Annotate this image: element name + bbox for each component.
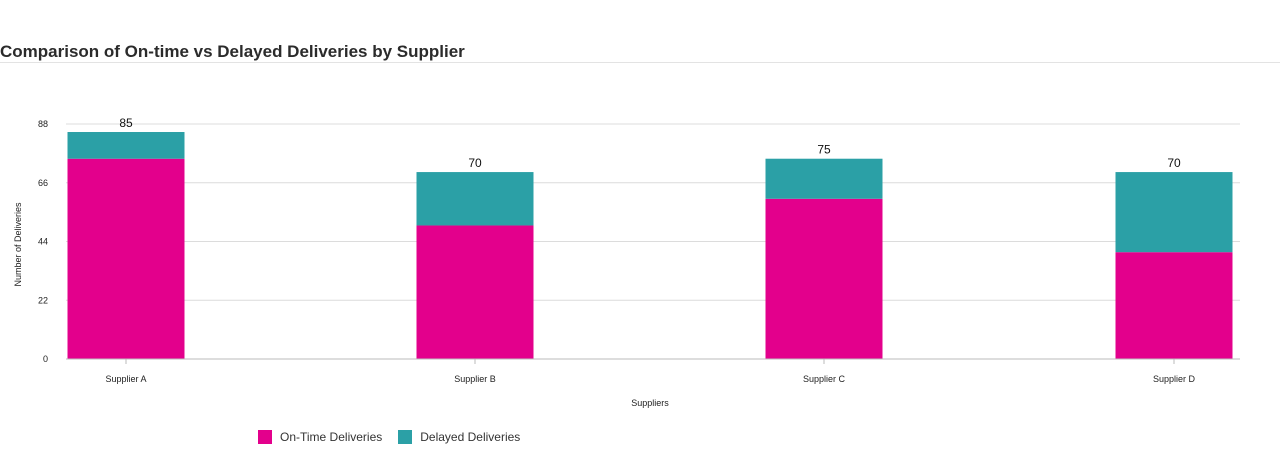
legend-item-delayed[interactable]: Delayed Deliveries bbox=[398, 430, 520, 444]
bar-delayed-supplier-c bbox=[765, 158, 883, 199]
data-label-total-supplier-c: 75 bbox=[817, 143, 831, 157]
legend-label-delayed: Delayed Deliveries bbox=[420, 430, 521, 444]
bar-on-time-supplier-d bbox=[1115, 252, 1233, 359]
x-tick-label-supplier-c: Supplier C bbox=[803, 374, 846, 384]
bar-on-time-supplier-b bbox=[416, 225, 534, 359]
data-label-total-supplier-b: 70 bbox=[468, 156, 482, 170]
x-tick-label-supplier-a: Supplier A bbox=[105, 374, 146, 384]
bar-delayed-supplier-a bbox=[67, 132, 185, 159]
y-tick-label-22: 22 bbox=[38, 295, 48, 305]
y-axis-label: Number of Deliveries bbox=[13, 202, 23, 287]
legend-swatch-on-time bbox=[258, 430, 272, 444]
legend-item-on-time[interactable]: On-Time Deliveries bbox=[258, 430, 382, 444]
y-tick-label-44: 44 bbox=[38, 237, 48, 247]
y-tick-label-66: 66 bbox=[38, 178, 48, 188]
x-tick-label-supplier-d: Supplier D bbox=[1153, 374, 1196, 384]
x-tick-label-supplier-b: Supplier B bbox=[454, 374, 496, 384]
bar-delayed-supplier-d bbox=[1115, 172, 1233, 253]
data-label-total-supplier-d: 70 bbox=[1167, 156, 1181, 170]
chart-title: Comparison of On-time vs Delayed Deliver… bbox=[0, 42, 465, 61]
data-label-total-supplier-a: 85 bbox=[119, 116, 133, 130]
y-tick-label-88: 88 bbox=[38, 119, 48, 129]
bar-on-time-supplier-c bbox=[765, 198, 883, 359]
y-tick-label-0: 0 bbox=[43, 354, 48, 364]
legend-swatch-delayed bbox=[398, 430, 413, 444]
bar-delayed-supplier-b bbox=[416, 172, 534, 226]
chart-header: Comparison of On-time vs Delayed Deliver… bbox=[0, 0, 1280, 63]
x-axis-label: Suppliers bbox=[631, 398, 669, 408]
chart-legend: On-Time Deliveries Delayed Deliveries bbox=[258, 430, 536, 444]
bar-on-time-supplier-a bbox=[67, 158, 185, 359]
legend-label-on-time: On-Time Deliveries bbox=[280, 430, 383, 444]
